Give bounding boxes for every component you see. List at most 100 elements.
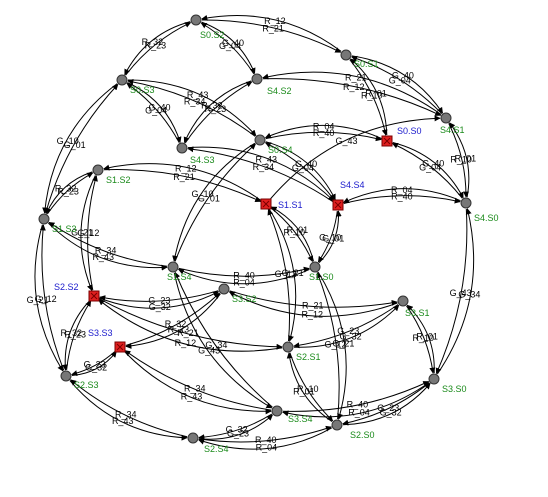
- node-s2-s4[interactable]: S2.S4: [187, 432, 229, 454]
- edge-s4-s3-to-s4-s4: [187, 146, 335, 202]
- node-label: S1.S2: [106, 175, 131, 185]
- edge-s3-s3-to-s3-s2: [125, 292, 221, 346]
- state-marker: [176, 142, 188, 154]
- node-s2-s1[interactable]: S2.S1: [282, 341, 321, 362]
- node-label: S3.S3: [88, 328, 113, 338]
- node-s4-s3[interactable]: S4.S3: [176, 142, 215, 165]
- state-marker: [331, 419, 343, 431]
- edge-s3-s4-to-s3-s3: [124, 350, 272, 411]
- node-s4-s2[interactable]: S4.S2: [251, 73, 292, 96]
- state-marker: [340, 49, 352, 61]
- edge-s1-s4-to-s1-s0: [178, 266, 310, 277]
- edge-label: G_40: [222, 38, 244, 48]
- edge-s4-s1-to-s4-s0: [448, 123, 470, 198]
- node-label: S2.S1: [296, 352, 321, 362]
- node-s1-s4[interactable]: S1.S4: [167, 261, 192, 282]
- node-s2-s3[interactable]: S2.S3: [60, 370, 99, 390]
- node-s1-s1[interactable]: S1.S1: [260, 198, 303, 210]
- edge-s0-s4-to-s0-s3: [127, 78, 256, 137]
- node-s0-s4[interactable]: S0.S4: [254, 134, 293, 155]
- node-s2-s0[interactable]: S2.S0: [331, 419, 375, 440]
- node-label: S2.S2: [54, 282, 79, 292]
- node-s0-s3[interactable]: S0.S3: [116, 74, 155, 95]
- node-s0-s2[interactable]: S0.S2: [190, 14, 225, 40]
- node-s4-s4[interactable]: S4.S4: [332, 180, 365, 211]
- node-label: S3.S0: [442, 384, 467, 394]
- edge-label: G_23: [377, 403, 399, 413]
- edge-label: G_34: [205, 340, 227, 350]
- state-marker: [116, 74, 128, 86]
- node-s3-s1[interactable]: S3.S1: [397, 295, 430, 318]
- node-s4-s1[interactable]: S4.S1: [440, 112, 465, 135]
- edge-s3-s0-to-s3-s4: [282, 382, 430, 418]
- edge-s3-s0-to-s4-s0: [436, 208, 475, 375]
- edge-label: R_23: [168, 324, 190, 334]
- edge-label: G_12: [77, 228, 99, 238]
- edge-s1-s2-to-s2-s2: [80, 175, 96, 291]
- node-s3-s3[interactable]: S3.S3: [88, 328, 126, 353]
- edge-label: G_23: [227, 429, 249, 439]
- node-s4-s0[interactable]: S4.S0: [460, 197, 499, 223]
- node-s3-s0[interactable]: S3.S0: [428, 373, 467, 394]
- edge-label: R_23: [57, 186, 79, 196]
- edge-label: R_01: [416, 332, 438, 342]
- edge-s4-s0-to-s0-s0: [391, 143, 463, 199]
- node-label: S1.S0: [309, 272, 334, 282]
- edge-s2-s2-to-s3-s2: [99, 291, 220, 309]
- edge-s2-s0-to-s2-s1: [286, 352, 333, 423]
- edge-s0-s2-to-s4-s2: [201, 21, 256, 74]
- edge-label: R_43: [256, 154, 278, 164]
- cross-icon: [383, 137, 391, 145]
- edge-s2-s0-to-s3-s0: [342, 383, 431, 426]
- edge-label: R_04: [256, 442, 278, 452]
- edge-label: R_12: [301, 310, 323, 320]
- edge-s2-s0-to-s1-s0: [316, 272, 340, 420]
- node-s0-s0[interactable]: S0.S0: [381, 126, 422, 147]
- node-s1-s3[interactable]: S1.S3: [38, 213, 77, 234]
- node-label: S3.S2: [232, 294, 257, 304]
- edge-s4-s4-to-s4-s3: [187, 146, 334, 203]
- edge-s2-s2-to-s2-s1: [99, 298, 283, 350]
- edge-label: G_04: [292, 163, 314, 173]
- edge-label: G_21: [332, 339, 354, 349]
- node-label: S1.S3: [52, 224, 77, 234]
- state-marker: [271, 405, 283, 417]
- edge-label: R_34: [253, 162, 275, 172]
- edge-s2-s4-to-s3-s4: [198, 414, 273, 440]
- edge-label: R_43: [112, 416, 134, 426]
- edge-label: G_32: [85, 362, 107, 372]
- edge-s1-s0-to-s1-s1: [270, 206, 314, 262]
- edge-label: G_23: [337, 326, 359, 336]
- node-s3-s4[interactable]: S3.S4: [271, 405, 313, 424]
- edge-label: R_34: [95, 246, 117, 256]
- state-marker: [60, 370, 72, 382]
- edge-label: R_40: [391, 191, 413, 201]
- edge-label: R_12: [175, 338, 197, 348]
- edge-label: R_10: [450, 154, 472, 164]
- node-label: S0.S4: [268, 145, 293, 155]
- edge-s0-s1-to-s4-s1: [351, 55, 444, 114]
- node-s3-s2[interactable]: S3.S2: [218, 283, 257, 304]
- node-s1-s2[interactable]: S1.S2: [92, 164, 131, 185]
- edge-s0-s2-to-s0-s1: [201, 19, 342, 53]
- node-s0-s1[interactable]: S0.S1: [340, 49, 379, 69]
- cross-icon: [262, 200, 270, 208]
- edge-label: G_12: [35, 294, 57, 304]
- state-marker: [218, 283, 230, 295]
- node-s2-s2[interactable]: S2.S2: [54, 282, 100, 302]
- node-label: S1.S1: [278, 200, 303, 210]
- edge-label: R_43: [181, 391, 203, 401]
- edge-s3-s4-to-s3-s0: [282, 381, 430, 412]
- node-s1-s0[interactable]: S1.S0: [309, 261, 334, 282]
- edge-s1-s1-to-s4-s1: [269, 115, 441, 200]
- edge-s4-s0-to-s4-s4: [342, 188, 461, 203]
- edge-s0-s3-to-s1-s3: [42, 83, 118, 214]
- edge-label: G_32: [149, 302, 171, 312]
- edge-s0-s1-to-s0-s0: [349, 59, 388, 136]
- edge-label: G_23: [84, 360, 106, 370]
- edge-s2-s4-to-s2-s0: [198, 425, 332, 443]
- node-label: S4.S3: [190, 155, 215, 165]
- edge-s1-s3-to-s0-s3: [45, 83, 119, 214]
- node-label: S1.S4: [167, 272, 192, 282]
- edge-s0-s0-to-s4-s0: [392, 142, 464, 199]
